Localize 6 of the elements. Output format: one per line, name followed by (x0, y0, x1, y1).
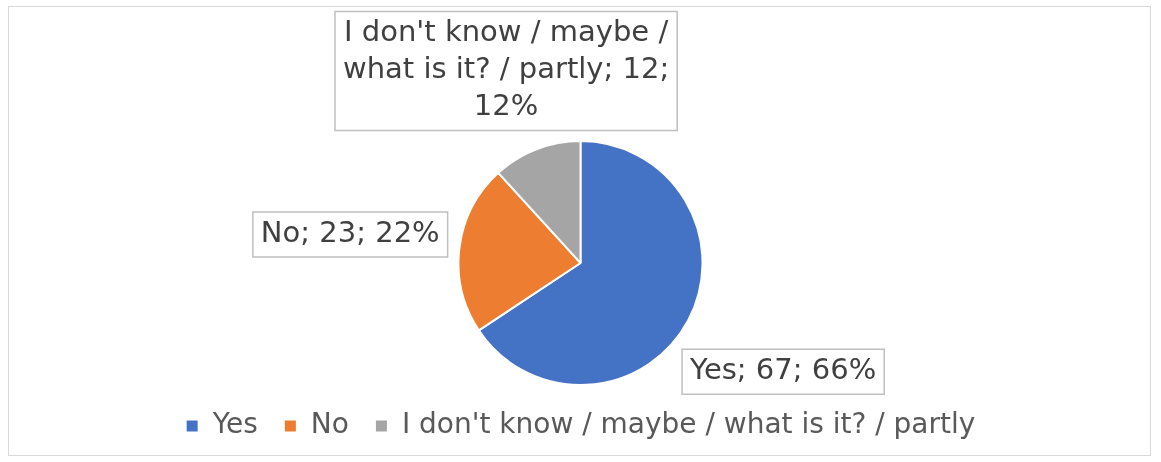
legend-label: Yes (211, 407, 258, 441)
data-label: Yes; 67; 66% (689, 352, 877, 387)
legend-label: I don't know / maybe / what is it? / partly (401, 407, 976, 441)
legend-label: No (310, 407, 349, 441)
data-label: No; 23; 22% (260, 215, 440, 250)
data-label: I don't know / maybe / what is it? / partly; 12; 12% (342, 14, 670, 123)
